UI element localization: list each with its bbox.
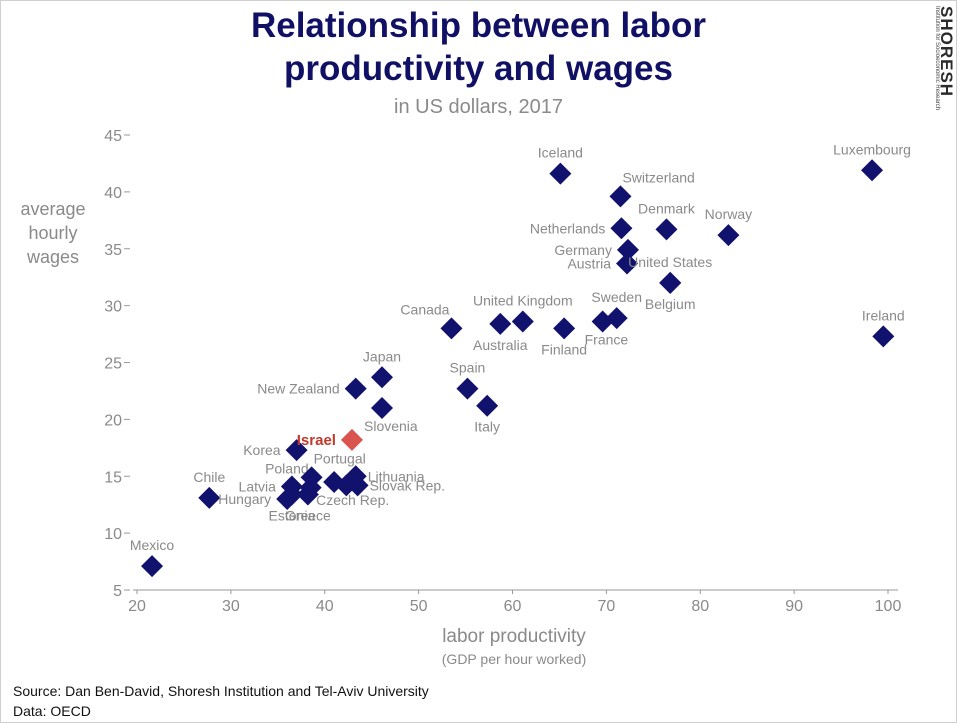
logo-name: SHORESH [937,6,956,98]
data-point-label: Poland [265,461,309,477]
data-point-label: Estonia [269,507,316,523]
data-point-label: New Zealand [257,381,340,397]
data-point-label: Slovak Rep. [370,477,445,493]
data-point-label: Spain [450,360,486,376]
x-tick-label: 90 [785,598,803,615]
data-point-marker [616,238,639,261]
data-point-label: Germany [554,242,612,258]
y-tick-label: 25 [104,356,122,373]
y-tick-label: 10 [104,526,122,543]
x-axis-sublabel: (GDP per hour worked) [441,651,587,667]
data-point-marker [344,377,367,400]
x-tick-label: 80 [691,598,709,615]
data-point-marker [198,486,221,509]
data-point-marker [371,397,394,419]
data-point-marker [616,252,639,275]
data-point-marker [872,325,895,348]
data-point-label: Australia [473,337,528,353]
y-tick-label: 5 [113,583,122,600]
logo-tagline: Institution for Socioeconomic Research [934,6,940,111]
data-point-label: Netherlands [530,220,606,236]
data-point-label: Lithuania [368,468,425,484]
data-point-marker [371,366,394,389]
data-point-label: Austria [567,256,611,272]
x-tick-label: 20 [128,598,146,615]
data-point-marker [489,312,512,335]
data-point-marker [511,310,534,333]
x-tick-label: 100 [875,598,902,615]
chart-title-line-1: Relationship between labor [250,6,707,45]
data-point-label: Italy [474,419,500,435]
data-point-label: Canada [400,301,449,317]
data-point-marker [456,377,479,400]
data-point-marker [610,217,633,240]
source-note: Source: Dan Ben-David, Shoresh Instituti… [13,683,429,699]
x-tick-label: 50 [410,598,428,615]
data-point-marker [549,162,572,185]
data-point-marker [659,271,682,294]
data-point-label: Czech Rep. [316,492,389,508]
data-point-label: Switzerland [622,169,694,185]
data-point-marker [346,474,369,497]
data-point-label: Luxembourg [833,141,911,157]
data-point-marker [300,466,323,489]
x-tick-label: 30 [222,598,240,615]
chart-subtitle: in US dollars, 2017 [394,96,563,118]
highlight-point-marker [340,428,363,451]
data-point-marker [285,439,308,462]
data-point-label: United Kingdom [473,293,573,309]
data-point-label: United States [628,254,712,270]
data-point-label: Denmark [638,200,696,216]
y-axis-label-line-1: average [20,199,86,219]
y-tick-label: 30 [104,299,122,316]
data-point-label: Iceland [538,145,583,161]
y-tick-label: 20 [104,412,122,429]
data-point-marker [717,224,740,247]
data-point-label: Finland [541,341,587,357]
y-axis-label-line-2: hourly [28,223,78,243]
data-point-label: Ireland [862,307,905,323]
data-point-marker [476,394,499,417]
data-point-marker [861,159,884,182]
y-tick-label: 15 [104,469,122,486]
y-tick-label: 45 [104,128,122,145]
data-point-label: Greece [285,507,331,523]
data-point-label: Korea [243,442,281,458]
data-point-marker [655,218,678,241]
data-point-label: France [585,332,629,348]
data-point-label: Sweden [591,289,642,305]
x-tick-label: 40 [316,598,334,615]
y-tick-label: 35 [104,242,122,259]
data-point-marker [141,555,164,578]
data-point-label: Portugal [314,450,366,466]
y-tick-label: 40 [104,185,122,202]
chart-title-line-2: productivity and wages [284,49,673,88]
data-point-marker [440,317,463,340]
data-point-label: Slovenia [364,418,418,434]
data-point-label: Hungary [218,491,271,507]
data-point-label: Norway [705,206,752,222]
x-tick-label: 70 [597,598,615,615]
data-point-label: Japan [363,348,401,364]
y-axis-label-line-3: wages [26,247,80,267]
data-point-marker [280,475,303,498]
data-point-marker [605,307,628,330]
data-point-label: Chile [193,469,225,485]
data-point-marker [553,317,576,340]
data-point-label: Mexico [130,537,175,553]
data-note: Data: OECD [13,703,91,719]
shoresh-logo: Institution for Socioeconomic Research S… [934,6,956,141]
data-point-label: Belgium [645,296,696,312]
data-point-marker [609,185,632,208]
data-point-label: Latvia [239,478,277,494]
x-axis-label: labor productivity [442,626,586,647]
x-tick-label: 60 [504,598,522,615]
highlight-point-label: Israel [297,432,336,449]
